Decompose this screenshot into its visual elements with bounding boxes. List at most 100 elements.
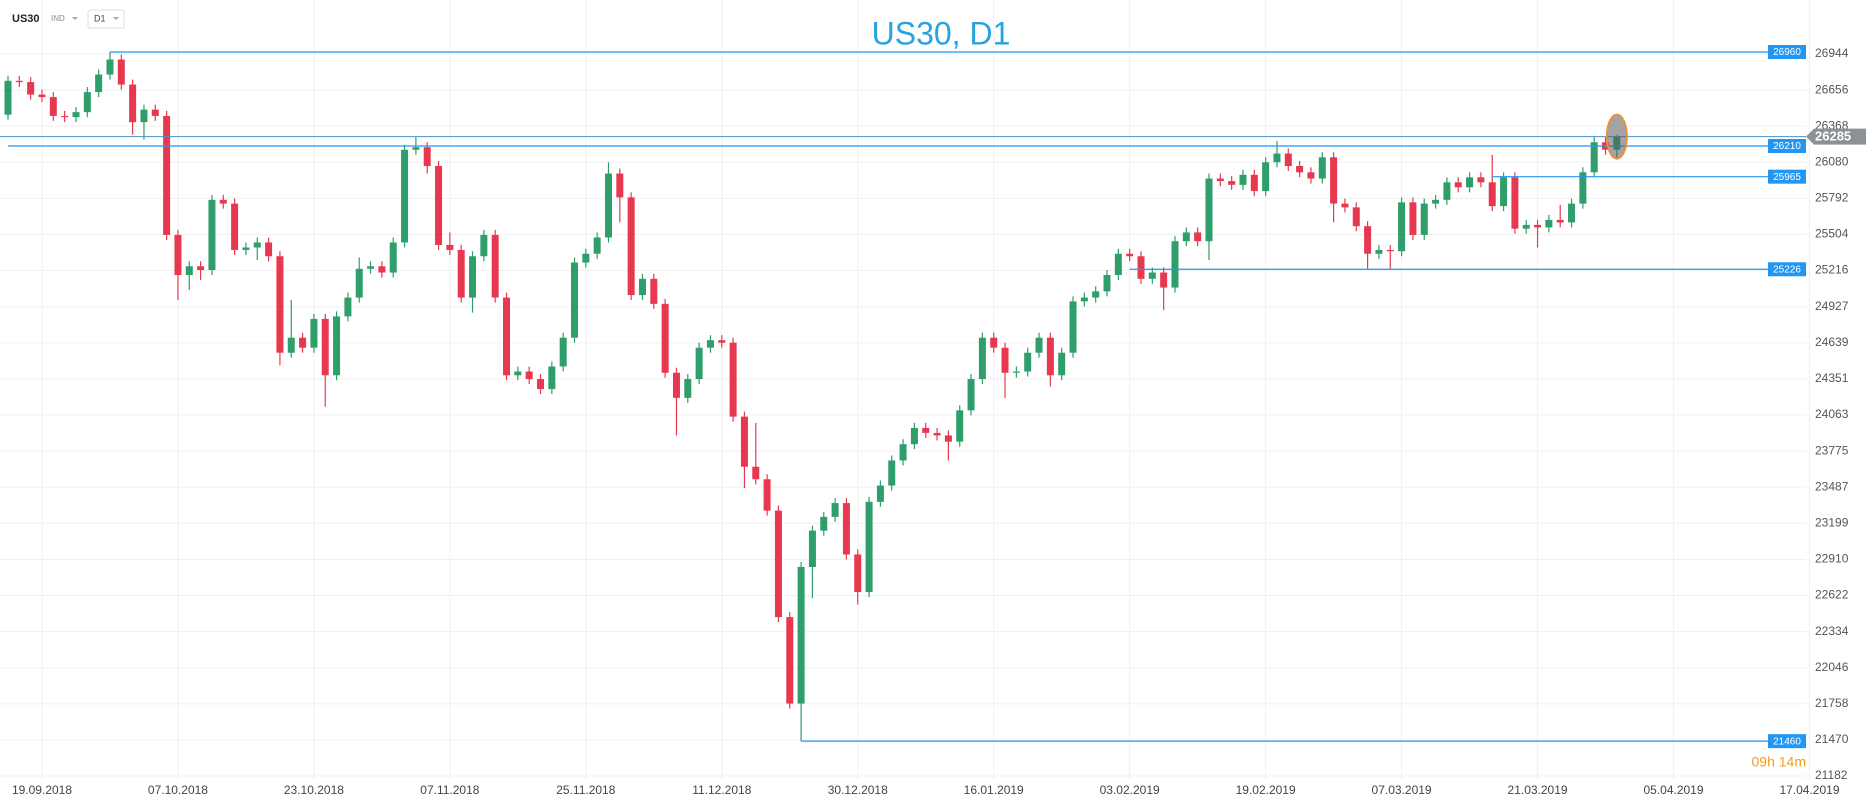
y-tick-label: 23199 — [1815, 515, 1849, 529]
candle-body — [740, 416, 748, 467]
candle-body — [208, 199, 216, 271]
level-tag — [1768, 734, 1806, 749]
candle-body — [1454, 182, 1462, 188]
candle-body — [503, 297, 511, 376]
candle-body — [412, 147, 420, 150]
y-tick-label: 26944 — [1815, 46, 1849, 60]
x-tick-label: 30.12.2018 — [828, 783, 888, 797]
candle-body — [1024, 352, 1032, 372]
y-tick-label: 26080 — [1815, 154, 1849, 168]
candle-body — [1114, 253, 1122, 276]
timeframe-box[interactable] — [87, 9, 125, 29]
candle-body — [457, 249, 465, 298]
x-tick-label: 19.09.2018 — [12, 783, 72, 797]
candle-body — [38, 94, 46, 98]
candle-body — [1568, 203, 1576, 223]
candle-body — [355, 268, 363, 298]
candle-body — [548, 366, 556, 390]
market[interactable]: IND — [51, 14, 65, 23]
candle-body — [1443, 182, 1451, 200]
candle-body — [582, 253, 590, 263]
price-tag — [1806, 128, 1866, 145]
candle-body — [718, 340, 726, 343]
x-tick-label: 23.10.2018 — [284, 783, 344, 797]
candle-body — [242, 247, 250, 250]
candle-body — [537, 379, 545, 390]
y-tick-label: 25792 — [1815, 191, 1849, 205]
highlight — [1605, 113, 1628, 160]
x-tick-label: 07.10.2018 — [148, 783, 208, 797]
overlays: 2694426656263682608025792255042521624927… — [0, 45, 1866, 797]
candle-body — [344, 297, 352, 317]
level-label: 21460 — [1773, 736, 1801, 747]
candle-body — [1216, 178, 1224, 182]
candle-body — [15, 80, 23, 83]
candle-body — [4, 80, 12, 115]
candle-body — [1364, 226, 1372, 254]
candle-body — [865, 501, 873, 593]
candle-body — [185, 266, 193, 276]
y-tick-label: 23775 — [1815, 443, 1849, 457]
candle-body — [1092, 291, 1100, 298]
symbol[interactable]: US30 — [12, 13, 40, 25]
dropdown-arrow[interactable] — [113, 17, 119, 20]
candle-body — [899, 444, 907, 461]
candle-body — [1330, 157, 1338, 204]
y-tick-label: 21182 — [1815, 768, 1848, 782]
y-tick-label: 24063 — [1815, 407, 1849, 421]
x-tick-label: 07.03.2019 — [1372, 783, 1432, 797]
candle-body — [1579, 172, 1587, 204]
y-tick-label: 22046 — [1815, 660, 1849, 674]
candle-body — [559, 337, 567, 367]
candle-body — [129, 84, 137, 123]
candle-body — [1262, 162, 1270, 192]
x-tick-label: 19.02.2019 — [1236, 783, 1296, 797]
candle-body — [1318, 157, 1326, 179]
candle-body — [1398, 202, 1406, 252]
candle-body — [854, 554, 862, 593]
y-tick-label: 24351 — [1815, 371, 1849, 385]
candle-body — [593, 237, 601, 254]
candle-body — [276, 256, 284, 353]
candles — [4, 52, 1621, 742]
candle-body — [1466, 177, 1474, 188]
y-tick-label: 26656 — [1815, 82, 1849, 96]
dropdown-arrow[interactable] — [72, 17, 78, 20]
candle-body — [1012, 371, 1020, 373]
candle-body — [684, 379, 692, 398]
chart-title: US30, D1 — [872, 15, 1011, 51]
candle-body — [367, 266, 375, 269]
timeframe[interactable]: D1 — [94, 13, 106, 23]
candle-body — [1375, 249, 1383, 254]
grid — [0, 0, 1810, 780]
candle-body — [1307, 172, 1315, 179]
candle-body — [1182, 232, 1190, 242]
candle-body — [1522, 224, 1530, 229]
candle-body — [808, 530, 816, 567]
level-label: 26960 — [1773, 47, 1801, 58]
level-tag — [1768, 169, 1806, 184]
candle-body — [299, 337, 307, 348]
candle-body — [514, 371, 522, 376]
candle-body — [1103, 275, 1111, 292]
x-tick-label: 17.04.2019 — [1779, 783, 1839, 797]
level-label: 25965 — [1773, 172, 1801, 183]
level-tag — [1768, 138, 1806, 153]
candle-body — [1160, 272, 1168, 288]
candle-body — [978, 337, 986, 380]
candle-body — [197, 266, 205, 271]
candle-body — [672, 372, 680, 398]
candle-body — [117, 59, 125, 85]
candle-body — [786, 617, 794, 704]
candle-body — [310, 318, 318, 348]
candle-body — [1296, 166, 1304, 173]
candle-body — [650, 278, 658, 304]
candle-body — [888, 460, 896, 486]
candle-body — [1194, 232, 1202, 242]
candle-body — [1488, 182, 1496, 207]
candle-body — [491, 234, 499, 298]
candle-body — [378, 266, 386, 273]
y-tick-label: 21758 — [1815, 696, 1849, 710]
candle-body — [83, 92, 91, 113]
candle-body — [1386, 249, 1394, 252]
